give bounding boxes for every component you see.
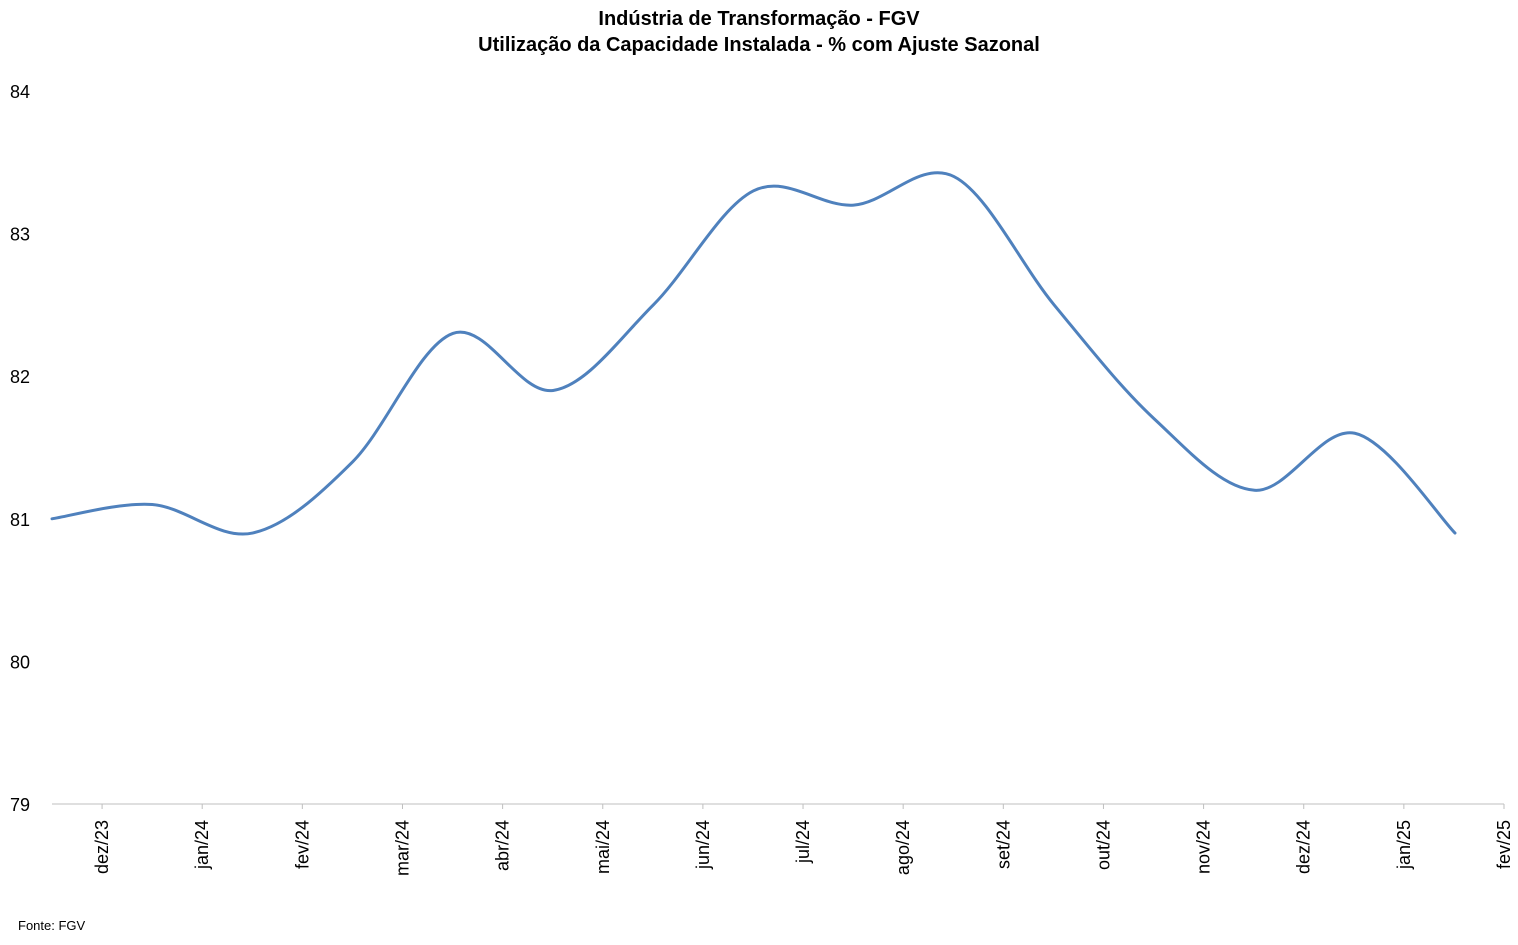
y-tick-label: 79 (10, 795, 30, 815)
x-axis-ticks: dez/23 jan/24 fev/24 mar/24 abr/24 mai/24 jun/… (92, 804, 1514, 876)
y-tick-label: 82 (10, 367, 30, 387)
y-tick-label: 84 (10, 82, 30, 102)
x-tick-label: fev/25 (1494, 820, 1514, 869)
x-tick-label: ago/24 (893, 820, 913, 875)
x-tick-label: mai/24 (593, 820, 613, 874)
y-tick-label: 81 (10, 510, 30, 530)
chart-title-block: Indústria de Transformação - FGV Utiliza… (0, 6, 1518, 58)
x-tick-label: set/24 (993, 820, 1013, 869)
x-tick-label: out/24 (1093, 820, 1113, 870)
x-tick-label: mar/24 (392, 820, 412, 876)
series-points (50, 175, 1457, 536)
y-tick-label: 83 (10, 225, 30, 245)
x-tick-label: jul/24 (793, 820, 813, 864)
y-axis-ticks: 79 80 81 82 83 84 (10, 82, 30, 815)
y-tick-label: 80 (10, 652, 30, 672)
chart-subtitle: Utilização da Capacidade Instalada - % c… (478, 34, 1040, 56)
x-tick-label: jan/25 (1394, 820, 1414, 870)
x-tick-label: nov/24 (1194, 820, 1214, 874)
x-tick-label: dez/23 (92, 820, 112, 874)
x-tick-label: abr/24 (493, 820, 513, 871)
x-tick-label: jan/24 (192, 820, 212, 870)
chart-title: Indústria de Transformação - FGV (598, 8, 920, 30)
source-note: Fonte: FGV (18, 918, 86, 933)
x-tick-label: dez/24 (1294, 820, 1314, 874)
x-tick-label: jun/24 (693, 820, 713, 870)
series-line (50, 171, 1457, 536)
x-tick-label: fev/24 (292, 820, 312, 869)
